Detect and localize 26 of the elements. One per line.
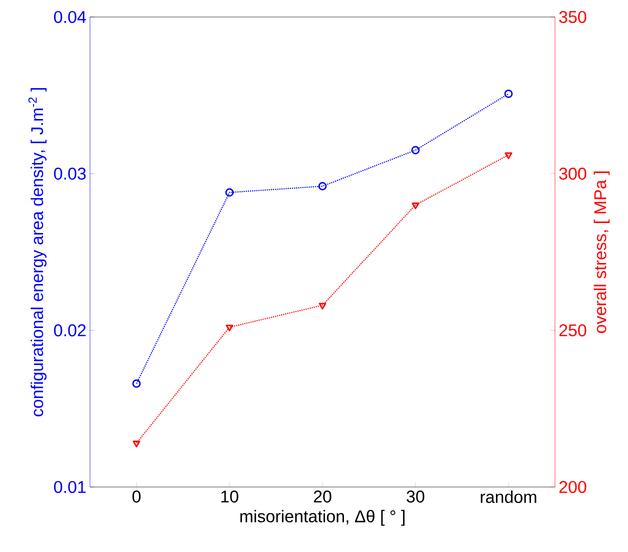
y-axis-title: configurational energy area density, [ J.m$^{-2}$ ] bbox=[28, 88, 47, 416]
y2-axis-title: overall stress, [ MPa ] bbox=[594, 172, 610, 333]
point bbox=[318, 182, 327, 190]
y-tick-label: 0.01 bbox=[54, 480, 86, 494]
y-tick-label: 0.02 bbox=[54, 324, 86, 336]
y-tick-label: 0.04 bbox=[54, 10, 86, 24]
point bbox=[132, 440, 140, 448]
point bbox=[411, 146, 420, 154]
point bbox=[318, 302, 326, 310]
x-tick-label: 10 bbox=[221, 490, 238, 503]
point bbox=[225, 188, 234, 197]
point bbox=[504, 152, 512, 160]
y-tick-label: 0.03 bbox=[54, 168, 86, 180]
point bbox=[226, 324, 234, 332]
point bbox=[412, 202, 420, 210]
y2-tick-label: 250 bbox=[559, 324, 586, 336]
y2-tick-label: 200 bbox=[559, 480, 586, 494]
y2-tick-label: 300 bbox=[559, 168, 586, 180]
point bbox=[132, 379, 141, 388]
y2-tick-label: 350 bbox=[559, 10, 586, 24]
x-tick-label: 20 bbox=[314, 490, 332, 503]
x-axis-title: misorientation, Δθ [ ° ] bbox=[240, 510, 405, 526]
x-tick-label: 0 bbox=[132, 490, 141, 503]
x-tick-label: 30 bbox=[406, 490, 424, 503]
point bbox=[504, 90, 513, 98]
x-tick-label: random bbox=[480, 490, 536, 504]
